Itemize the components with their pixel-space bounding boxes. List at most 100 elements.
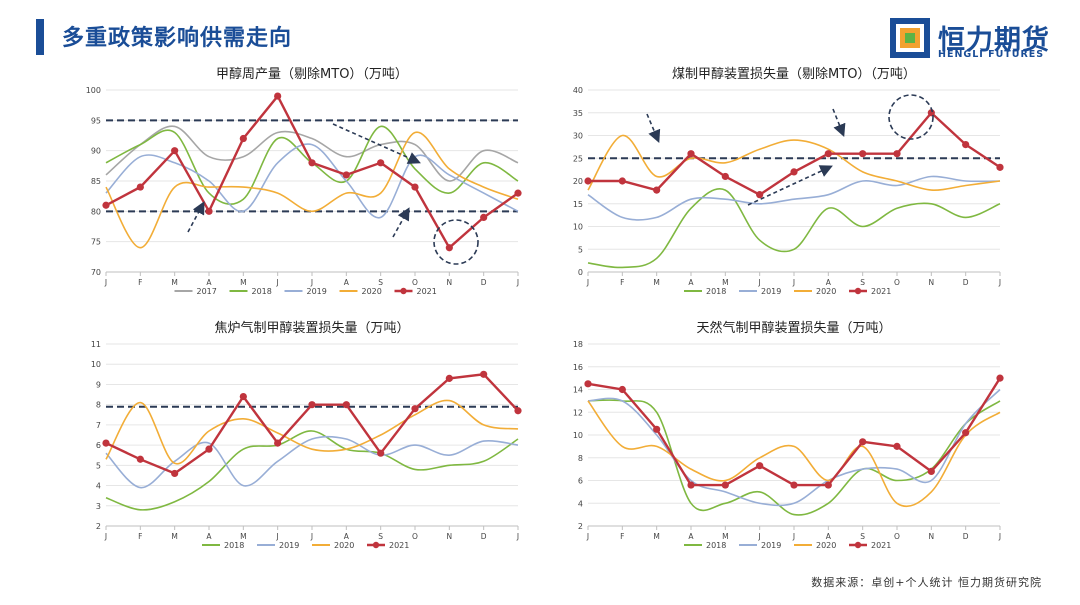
y-tick-label: 5 xyxy=(578,245,583,254)
x-tick-label: J xyxy=(276,278,279,287)
data-point-2021 xyxy=(618,177,626,185)
legend-label: 2021 xyxy=(417,287,437,296)
data-point-2021 xyxy=(274,439,282,447)
legend-label: 2020 xyxy=(816,287,836,296)
logo-mark-icon xyxy=(890,18,930,58)
y-tick-label: 75 xyxy=(91,238,101,247)
legend-label: 2018 xyxy=(252,287,272,296)
series-line-2019 xyxy=(587,388,1001,507)
y-tick-label: 90 xyxy=(91,147,101,156)
chart-coal-methanol-loss: 煤制甲醇装置损失量（剔除MTO）（万吨） 0 5 10 15 20 25 30 35 40 J F M A… xyxy=(530,62,1030,302)
x-tick-label: O xyxy=(412,532,418,541)
data-point-2021 xyxy=(618,385,626,394)
data-point-2021 xyxy=(653,186,661,194)
y-tick-label: 80 xyxy=(91,207,101,216)
x-tick-label: F xyxy=(138,532,142,541)
x-tick-label: N xyxy=(929,278,935,287)
legend-label: 2020 xyxy=(334,541,354,550)
legend-label: 2018 xyxy=(706,287,726,296)
series-line-2020 xyxy=(105,131,519,249)
series-line-2018 xyxy=(587,188,1001,269)
series-line-2021 xyxy=(105,93,519,250)
x-tick-label: D xyxy=(481,278,487,287)
x-tick-label: J xyxy=(104,532,107,541)
x-tick-label: J xyxy=(998,278,1001,287)
data-point-2021 xyxy=(445,374,453,382)
series-line-2021 xyxy=(588,111,1001,197)
x-tick-label: D xyxy=(963,532,969,541)
legend-label: 2018 xyxy=(706,541,726,550)
chart-natural-gas-methanol-loss: 天然气制甲醇装置损失量（万吨） 2 4 6 8 10 12 14 16 18 J F M A M J J A S O N… xyxy=(530,316,1030,556)
x-tick-label: S xyxy=(860,278,865,287)
legend-label: 2021 xyxy=(389,541,409,550)
data-point-2021 xyxy=(756,462,764,470)
series-line-2018 xyxy=(105,430,519,511)
y-tick-label: 35 xyxy=(573,109,583,118)
annotation-arrow xyxy=(747,165,833,206)
data-point-2021 xyxy=(205,207,213,215)
x-tick-label: D xyxy=(963,278,969,287)
legend-label: 2020 xyxy=(816,541,836,550)
x-tick-label: J xyxy=(758,278,761,287)
data-point-2021 xyxy=(721,172,729,181)
chart-title: 焦炉气制甲醇装置损失量（万吨） xyxy=(214,320,409,336)
annotation-arrow xyxy=(832,108,846,137)
annotation-arrow xyxy=(187,201,205,233)
data-point-2021 xyxy=(411,405,419,413)
x-tick-label: S xyxy=(378,532,383,541)
y-tick-label: 6 xyxy=(96,441,101,450)
chart-methanol-weekly-output: 甲醇周产量（剔除MTO）（万吨） 70 75 80 85 90 95 100 J F M A M J J A S… xyxy=(48,62,548,302)
data-point-2021 xyxy=(480,370,488,378)
x-tick-label: M xyxy=(653,278,659,287)
y-tick-label: 8 xyxy=(578,454,583,463)
x-tick-label: J xyxy=(516,278,519,287)
x-tick-label: A xyxy=(344,278,350,287)
data-point-2021 xyxy=(927,109,935,117)
annotation-circle xyxy=(888,94,934,140)
data-point-2021 xyxy=(996,163,1004,171)
data-point-2021 xyxy=(962,429,970,437)
legend-label: 2017 xyxy=(197,287,217,296)
series-line-2019 xyxy=(587,175,1001,221)
x-tick-label: F xyxy=(620,278,624,287)
y-tick-label: 0 xyxy=(578,268,583,277)
y-tick-label: 25 xyxy=(573,154,583,163)
legend-label: 2019 xyxy=(761,541,781,550)
data-point-2021 xyxy=(962,141,970,149)
y-tick-label: 4 xyxy=(578,499,583,508)
y-tick-label: 70 xyxy=(91,268,101,277)
page-title: 多重政策影响供需走向 xyxy=(62,26,293,51)
x-tick-label: F xyxy=(620,532,624,541)
x-tick-label: M xyxy=(171,532,177,541)
annotation-arrow xyxy=(392,207,410,238)
data-point-2021 xyxy=(342,171,350,179)
title-accent-bar xyxy=(36,19,44,55)
annotation-arrow xyxy=(332,123,421,164)
company-logo: 恒力期货 HENGLI FUTURES xyxy=(888,16,1068,66)
series-line-2021 xyxy=(587,377,1002,487)
x-tick-label: N xyxy=(447,532,453,541)
series-line-2019 xyxy=(105,435,519,489)
x-tick-label: A xyxy=(826,532,832,541)
data-point-2021 xyxy=(687,481,695,489)
data-point-2021 xyxy=(102,439,110,447)
x-tick-label: M xyxy=(653,532,659,541)
y-tick-label: 8 xyxy=(96,401,101,410)
data-point-2021 xyxy=(859,150,867,158)
data-point-2021 xyxy=(584,177,592,185)
data-point-2021 xyxy=(893,442,901,450)
annotation-circle xyxy=(433,219,479,265)
x-tick-label: O xyxy=(894,278,900,287)
x-tick-label: J xyxy=(792,532,795,541)
data-point-2021 xyxy=(342,401,350,409)
legend-label: 2021 xyxy=(871,287,891,296)
y-tick-label: 85 xyxy=(91,177,101,186)
legend-label: 2019 xyxy=(279,541,299,550)
x-tick-label: A xyxy=(206,532,212,541)
x-tick-label: J xyxy=(310,278,313,287)
data-point-2021 xyxy=(377,449,385,457)
legend-label: 2020 xyxy=(362,287,382,296)
series-line-2020 xyxy=(587,400,1001,508)
x-tick-label: J xyxy=(516,532,519,541)
data-point-2021 xyxy=(205,445,213,453)
